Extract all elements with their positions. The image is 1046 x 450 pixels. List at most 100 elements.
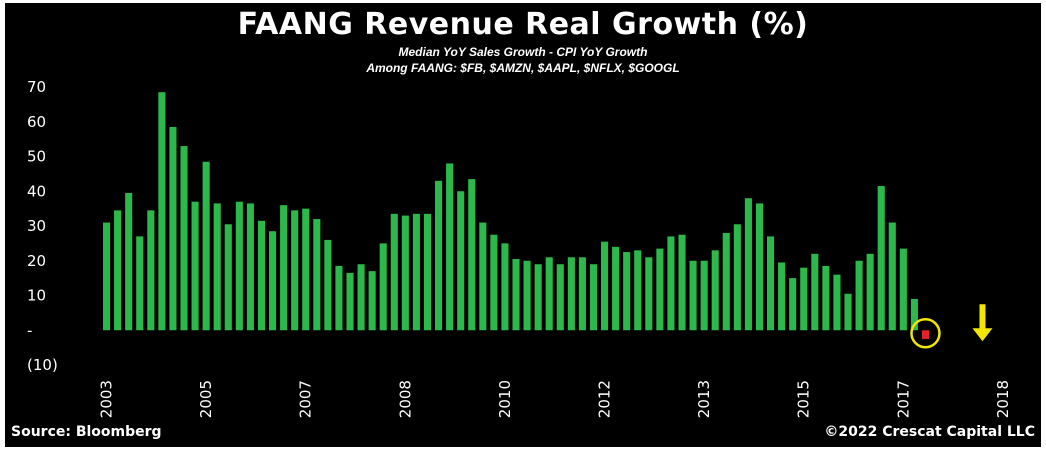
x-axis-labels: 2003 2005 2007 2008 2010 2012 2013 2015 2017 2018… (98, 380, 1012, 418)
y-tick-label: 70 (27, 78, 46, 96)
chart-bar (335, 265, 343, 331)
annotations (910, 304, 993, 349)
x-tick-label: 2003 (98, 380, 116, 418)
chart-bar (888, 222, 896, 331)
chart-title: FAANG Revenue Real Growth (%) (237, 7, 809, 42)
x-tick-label: 2013 (695, 380, 713, 418)
chart-bar (556, 264, 564, 331)
chart-bar (246, 203, 254, 331)
y-tick-label: 10 (27, 287, 46, 305)
bars (103, 92, 930, 339)
x-tick-label: 2012 (596, 380, 614, 418)
chart-bar (733, 224, 741, 331)
chart-bar (844, 293, 852, 331)
chart-bar (457, 191, 465, 331)
chart-bar (789, 278, 797, 331)
chart-bar (169, 126, 177, 331)
chart-bar (722, 232, 730, 331)
chart-bar (811, 253, 819, 331)
chart-bar (379, 243, 387, 331)
chart-bar (180, 146, 188, 331)
chart-bar (257, 220, 266, 331)
chart-bar (136, 236, 144, 331)
chart-bar (446, 163, 454, 331)
chart-bar (755, 203, 764, 331)
chart-bar (280, 205, 288, 331)
x-tick-label: 2010 (496, 380, 514, 418)
chart-bar (103, 222, 111, 331)
chart-bar (623, 252, 631, 331)
y-tick-label: 60 (27, 113, 46, 131)
chart-bar (612, 246, 620, 331)
chart-bar (224, 224, 232, 331)
chart-bar (523, 260, 531, 331)
y-tick-label: 20 (27, 252, 46, 270)
source-label: Source: Bloomberg (11, 424, 162, 440)
chart-bar (324, 239, 332, 331)
chart-bar (855, 260, 863, 331)
chart-bar (147, 210, 155, 331)
down-arrow-icon (972, 304, 993, 342)
x-tick-label: 2005 (197, 380, 215, 418)
chart-bar (269, 231, 277, 331)
chart-bar (291, 210, 299, 331)
chart-bar (534, 264, 542, 331)
chart-bar (678, 234, 686, 331)
x-tick-label: 2017 (894, 380, 912, 418)
chart-bar (800, 267, 808, 331)
chart-bar (567, 257, 575, 331)
chart-bar (767, 236, 775, 331)
chart-subtitle-line-1: Median YoY Sales Growth - CPI YoY Growth (398, 45, 648, 59)
chart-bar (634, 250, 642, 331)
chart-bar (213, 203, 221, 331)
chart-bar (235, 201, 243, 331)
chart-bar (423, 213, 432, 331)
chart-bar (512, 259, 520, 331)
chart-bar (689, 260, 697, 331)
chart-bar (921, 330, 930, 339)
chart-bar (645, 257, 653, 331)
chart-bar (302, 208, 310, 331)
chart-bar (700, 260, 708, 331)
chart-bar (479, 222, 487, 331)
chart-bar (866, 253, 874, 331)
y-tick-label: 50 (27, 148, 46, 166)
y-axis-labels: 70 60 50 40 30 20 10 - (10) (27, 78, 58, 374)
chart-subtitle-line-2: Among FAANG: $FB, $AMZN, $AAPL, $NFLX, $… (366, 61, 680, 75)
chart-bar (589, 264, 598, 331)
y-tick-label: (10) (27, 356, 58, 374)
chart-bar (877, 186, 885, 331)
chart-bar (158, 92, 166, 331)
chart-bar (545, 257, 553, 331)
chart-bar (667, 236, 675, 331)
chart-bar (501, 243, 509, 331)
yellow-circle-highlight-icon (910, 318, 941, 349)
chart-bar (490, 234, 498, 331)
chart-bar (468, 179, 476, 331)
x-tick-label: 2008 (396, 380, 414, 418)
y-tick-label: 30 (27, 217, 46, 235)
chart-bar (822, 265, 830, 331)
x-tick-label: 2018 (994, 380, 1012, 418)
chart-bar (368, 271, 376, 331)
chart-bar (435, 180, 443, 331)
chart-bar (191, 201, 199, 331)
chart-bar (601, 241, 609, 331)
chart-bar (711, 250, 719, 331)
chart-bar (778, 262, 786, 331)
chart-bar (744, 198, 752, 331)
chart-bar (346, 272, 354, 331)
chart-panel: FAANG Revenue Real Growth (%) Median YoY… (5, 3, 1041, 447)
chart-bar (833, 274, 841, 331)
chart-bar (910, 298, 918, 331)
copyright-label: ©2022 Crescat Capital LLC (824, 424, 1035, 440)
chart-bar (114, 210, 122, 331)
y-tick-label: - (27, 321, 32, 339)
chart-bar (125, 192, 133, 331)
chart-bar (390, 213, 398, 331)
chart-bar (578, 257, 586, 331)
x-tick-label: 2007 (297, 380, 315, 418)
chart-bar (656, 248, 664, 331)
chart-bar (401, 215, 409, 331)
